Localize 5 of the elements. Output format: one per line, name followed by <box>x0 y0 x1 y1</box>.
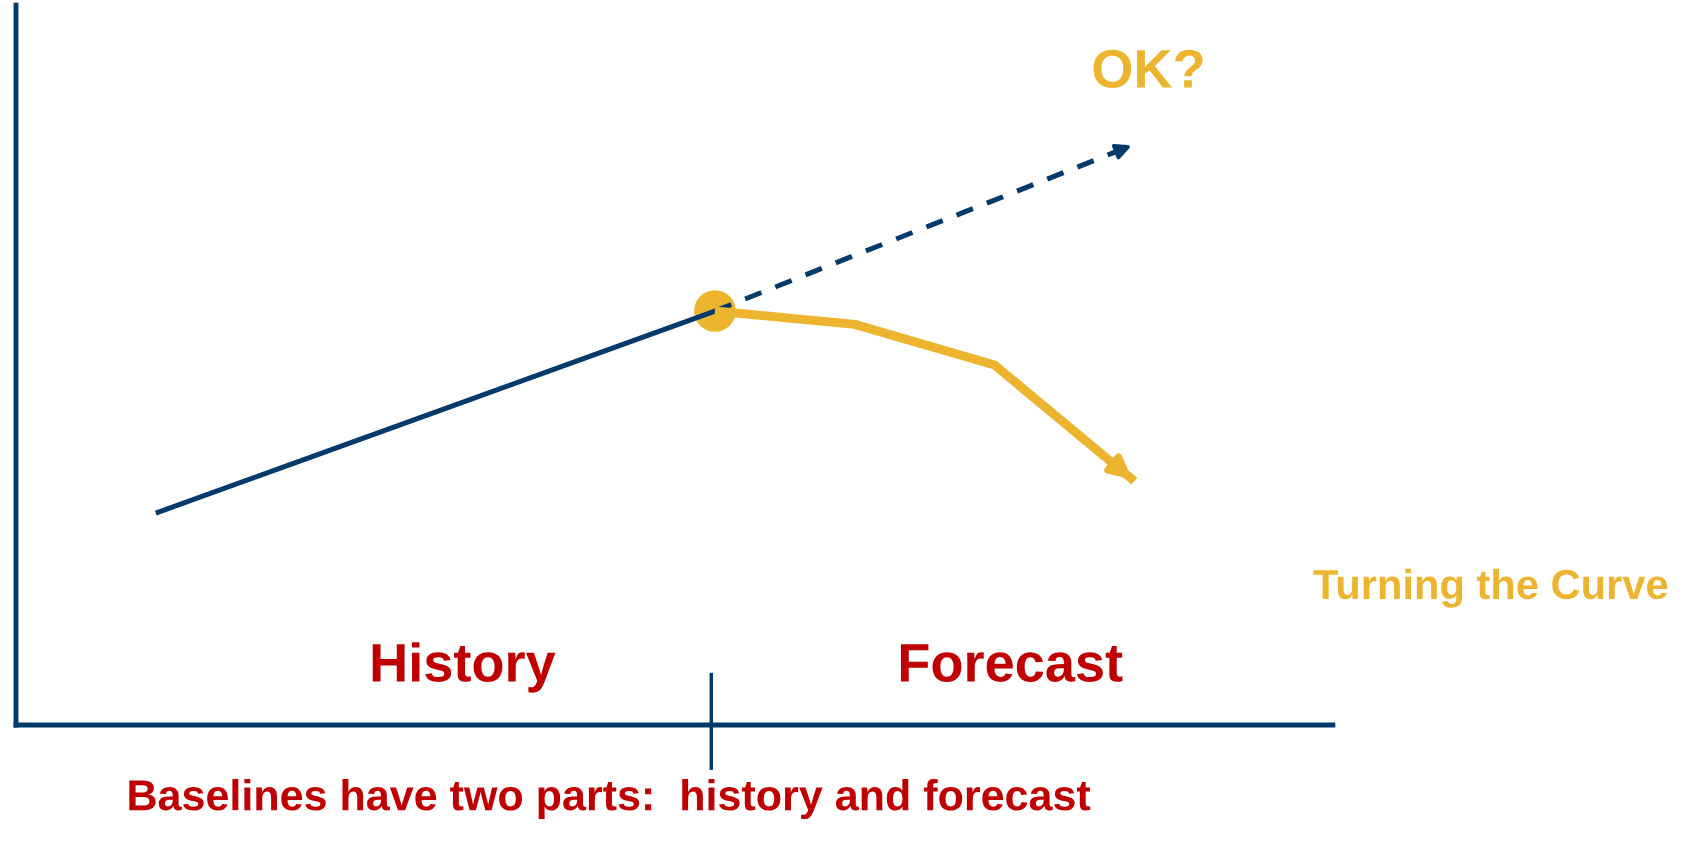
annotation: Forecast <box>900 644 1123 682</box>
text: Turning the Curve <box>1313 568 1668 608</box>
x-axis-title: Baselines have two parts: history and forecast <box>129 778 1091 820</box>
annotation: History <box>372 642 556 693</box>
text: OK? <box>1093 49 1203 88</box>
